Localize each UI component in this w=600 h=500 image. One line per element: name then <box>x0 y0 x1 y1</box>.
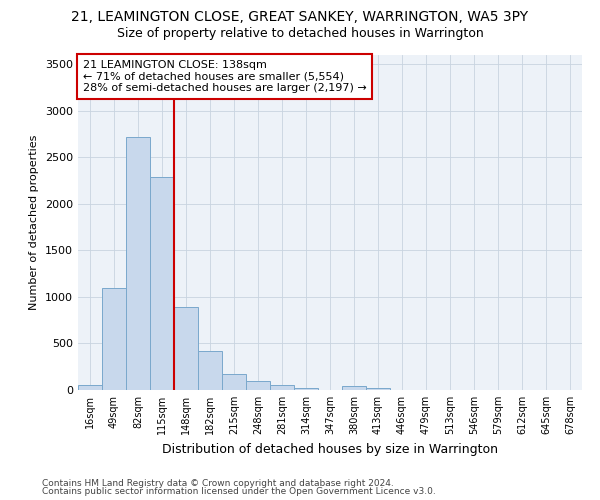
Bar <box>78 386 102 390</box>
Bar <box>366 388 390 390</box>
X-axis label: Distribution of detached houses by size in Warrington: Distribution of detached houses by size … <box>162 442 498 456</box>
Y-axis label: Number of detached properties: Number of detached properties <box>29 135 40 310</box>
Bar <box>342 386 366 390</box>
Bar <box>150 177 174 390</box>
Bar <box>222 374 246 390</box>
Text: 21, LEAMINGTON CLOSE, GREAT SANKEY, WARRINGTON, WA5 3PY: 21, LEAMINGTON CLOSE, GREAT SANKEY, WARR… <box>71 10 529 24</box>
Bar <box>270 386 294 390</box>
Text: Contains HM Land Registry data © Crown copyright and database right 2024.: Contains HM Land Registry data © Crown c… <box>42 478 394 488</box>
Bar <box>174 307 198 390</box>
Bar <box>126 137 150 390</box>
Bar <box>246 381 270 390</box>
Bar <box>102 288 126 390</box>
Text: Size of property relative to detached houses in Warrington: Size of property relative to detached ho… <box>116 28 484 40</box>
Bar <box>198 351 222 390</box>
Text: 21 LEAMINGTON CLOSE: 138sqm
← 71% of detached houses are smaller (5,554)
28% of : 21 LEAMINGTON CLOSE: 138sqm ← 71% of det… <box>83 60 367 93</box>
Text: Contains public sector information licensed under the Open Government Licence v3: Contains public sector information licen… <box>42 487 436 496</box>
Bar <box>294 388 318 390</box>
